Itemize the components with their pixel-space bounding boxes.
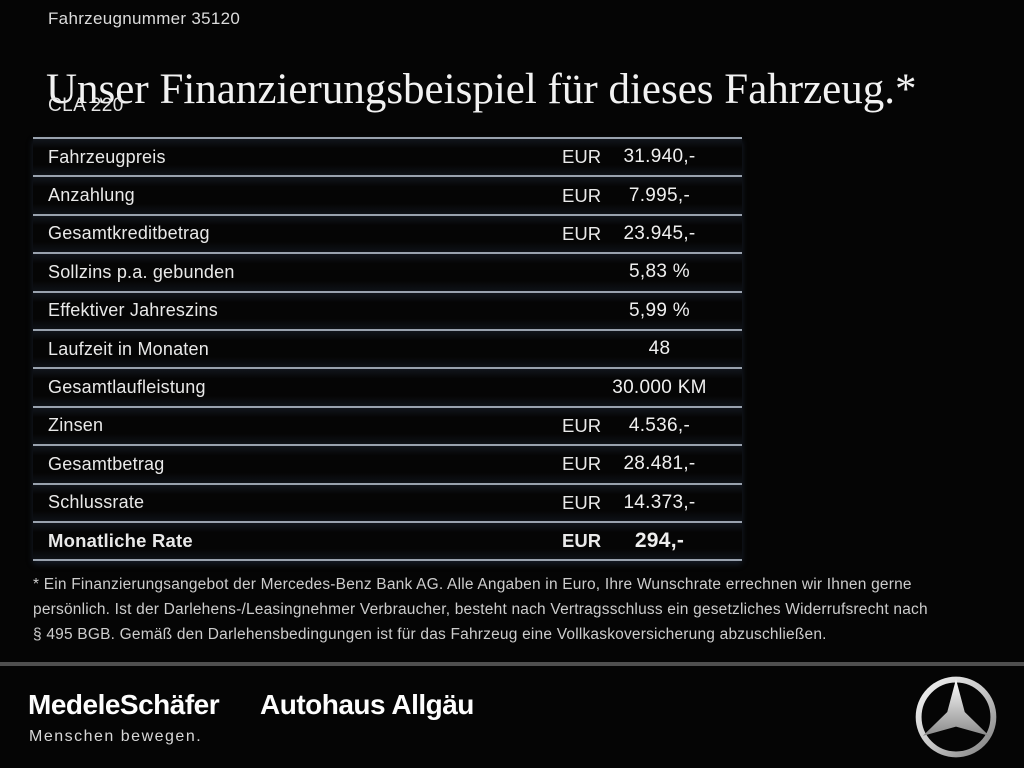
mercedes-star-icon [915,676,997,758]
row-value: 28.481,- [623,453,696,475]
row-value: 14.373,- [623,491,696,513]
row-label: Sollzins p.a. gebunden [48,261,235,282]
table-row: Gesamtkreditbetrag EUR 23.945,- [33,213,742,253]
table-row: Laufzeit in Monaten 48 [33,328,742,368]
legal-footnote: * Ein Finanzierungsangebot der Mercedes-… [33,576,928,643]
table-row: Gesamtbetrag EUR 28.481,- [33,444,742,483]
row-value: 4.536,- [628,414,691,436]
dealer-tagline: Menschen bewegen. [29,728,203,745]
row-label: Fahrzeugpreis [48,146,166,167]
row-label: Laufzeit in Monaten [48,338,209,359]
row-label: Gesamtlaufleistung [48,377,206,398]
row-value: 30.000 KM [612,376,707,398]
dealer-logo-autohaus-allgaeu: Autohaus Allgäu [260,689,474,720]
row-currency: EUR [562,184,602,206]
row-value: 5,83 % [629,261,690,283]
row-label: Effektiver Jahreszins [48,300,218,321]
row-currency: EUR [562,453,602,475]
table-row: Sollzins p.a. gebunden 5,83 % [33,252,742,291]
row-currency: EUR [562,414,602,436]
vehicle-model: CLA 220 [48,95,124,116]
vehicle-number: Fahrzeugnummer 35120 [48,9,241,28]
row-label: Gesamtkreditbetrag [48,223,210,244]
row-label: Schlussrate [48,492,145,513]
dealer-logo-medele-schaefer: MedeleSchäfer [28,689,220,720]
row-value: 31.940,- [623,146,696,168]
table-row: Effektiver Jahreszins 5,99 % [33,290,742,329]
row-currency: EUR [562,146,602,168]
row-label: Gesamtbetrag [48,453,165,474]
row-value: 5,99 % [629,299,690,321]
row-value: 23.945,- [623,222,696,244]
table-row: Gesamtlaufleistung 30.000 KM [33,367,742,406]
page-title: Unser Finanzierungsbeispiel für dieses F… [46,65,917,113]
row-value: 48 [648,338,671,360]
row-value: 294,- [634,529,685,553]
row-value: 7.995,- [628,184,691,206]
table-row-monthly-rate: Monatliche Rate EUR 294,- [33,520,742,560]
row-label: Anzahlung [48,185,135,206]
finance-table: Fahrzeugpreis EUR 31.940,- Anzahlung EUR… [33,137,742,562]
table-row: Fahrzeugpreis EUR 31.940,- [33,137,742,176]
row-label: Zinsen [48,415,104,436]
table-row: Schlussrate EUR 14.373,- [33,482,742,521]
row-currency: EUR [562,491,602,513]
row-label: Monatliche Rate [48,530,193,552]
table-row: Zinsen EUR 4.536,- [33,405,742,445]
row-currency: EUR [562,530,602,552]
footer-divider [0,662,1024,666]
row-currency: EUR [562,222,602,244]
table-row: Anzahlung EUR 7.995,- [33,175,742,214]
